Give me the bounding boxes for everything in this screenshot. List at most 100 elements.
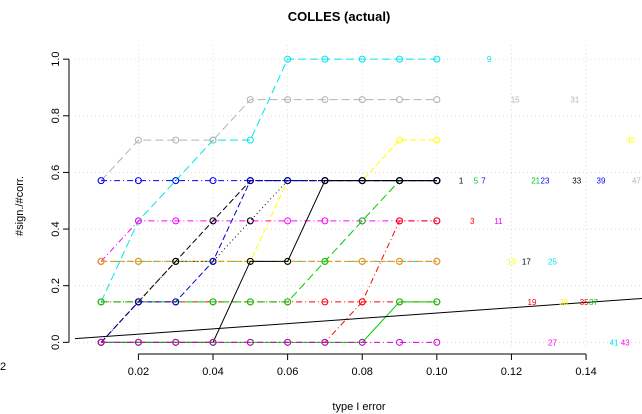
annotation-label: 9 bbox=[487, 55, 492, 64]
annotation-label: 31 bbox=[570, 96, 579, 105]
data-point bbox=[134, 298, 142, 306]
annotation-label: 35 bbox=[580, 298, 589, 307]
x-tick-label-cut: 2 bbox=[0, 361, 6, 373]
data-point bbox=[396, 257, 404, 265]
data-point bbox=[321, 298, 329, 306]
annotation-label: 15 bbox=[511, 96, 520, 105]
data-point bbox=[284, 338, 292, 346]
reference-line bbox=[74, 297, 642, 340]
chart-title: COLLES (actual) bbox=[288, 9, 391, 24]
series-line bbox=[100, 220, 437, 262]
data-point bbox=[246, 177, 254, 185]
annotation-label: 45 bbox=[626, 136, 635, 145]
annotation-label: 39 bbox=[597, 177, 606, 186]
data-point bbox=[246, 217, 254, 225]
y-tick-label: 1.0 bbox=[50, 52, 62, 67]
annotation-label: 13 bbox=[507, 257, 516, 266]
data-point bbox=[172, 177, 180, 185]
annotation-label: 19 bbox=[528, 298, 537, 307]
data-point bbox=[172, 298, 180, 306]
axes: 0.02 0.04 0.06 0.08 0.10 0.12 0.14 0.0 0.2 0.4 0.6… bbox=[50, 52, 597, 378]
annotation-label: 21 bbox=[531, 177, 540, 186]
data-point bbox=[172, 338, 180, 346]
data-point bbox=[97, 298, 105, 306]
data-point bbox=[433, 338, 441, 346]
annotation-label: 29 bbox=[559, 298, 568, 307]
data-point bbox=[433, 217, 441, 225]
data-point bbox=[321, 257, 329, 265]
data-point bbox=[209, 217, 217, 225]
x-tick-label: 0.10 bbox=[426, 366, 447, 378]
data-point bbox=[358, 96, 366, 104]
data-point bbox=[433, 96, 441, 104]
data-point bbox=[209, 177, 217, 185]
y-tick-label: 0.2 bbox=[50, 278, 62, 293]
data-point bbox=[134, 257, 142, 265]
data-point bbox=[321, 177, 329, 185]
data-point bbox=[358, 338, 366, 346]
annotation-label: 37 bbox=[589, 298, 598, 307]
data-point bbox=[134, 177, 142, 185]
data-point bbox=[246, 298, 254, 306]
data-point bbox=[358, 177, 366, 185]
x-tick-label: 0.02 bbox=[128, 366, 149, 378]
annotation-label: 27 bbox=[548, 338, 557, 347]
data-point bbox=[284, 96, 292, 104]
data-point bbox=[246, 136, 254, 144]
x-tick-label: 0.14 bbox=[575, 366, 596, 378]
y-tick-label: 0.8 bbox=[50, 108, 62, 123]
x-axis-label: type I error bbox=[332, 401, 386, 413]
x-tick-label: 0.08 bbox=[352, 366, 373, 378]
data-point bbox=[358, 217, 366, 225]
data-point bbox=[433, 55, 441, 63]
data-point bbox=[209, 136, 217, 144]
data-point bbox=[358, 298, 366, 306]
data-point bbox=[134, 338, 142, 346]
data-point bbox=[134, 136, 142, 144]
data-point bbox=[246, 96, 254, 104]
y-tick-label: 0.6 bbox=[50, 165, 62, 180]
data-point bbox=[396, 298, 404, 306]
data-point bbox=[134, 217, 142, 225]
series-line bbox=[100, 180, 437, 343]
data-point bbox=[246, 338, 254, 346]
data-point bbox=[284, 217, 292, 225]
annotation-label: 43 bbox=[621, 338, 630, 347]
annotation-label: 33 bbox=[572, 177, 581, 186]
annotation-label: 5 bbox=[474, 177, 479, 186]
annotation-label: 3 bbox=[470, 217, 475, 226]
grid bbox=[75, 45, 642, 348]
data-point bbox=[396, 96, 404, 104]
data-point bbox=[209, 298, 217, 306]
data-point bbox=[172, 217, 180, 225]
data-point bbox=[396, 55, 404, 63]
data-point bbox=[396, 136, 404, 144]
annotation-label: 41 bbox=[610, 338, 619, 347]
series-line bbox=[100, 58, 437, 303]
y-tick-label: 0.4 bbox=[50, 221, 62, 236]
data-point bbox=[358, 257, 366, 265]
data-point bbox=[396, 217, 404, 225]
data-point bbox=[396, 338, 404, 346]
data-point bbox=[433, 298, 441, 306]
data-point bbox=[209, 338, 217, 346]
annotation-label: 1 bbox=[459, 177, 464, 186]
data-point bbox=[209, 257, 217, 265]
data-point bbox=[284, 177, 292, 185]
annotation-label: 11 bbox=[494, 217, 503, 226]
data-point bbox=[396, 177, 404, 185]
y-tick-label: 0.0 bbox=[50, 335, 62, 350]
data-point bbox=[433, 257, 441, 265]
annotation-label: 17 bbox=[522, 257, 531, 266]
series-layer bbox=[74, 55, 642, 346]
data-point bbox=[284, 298, 292, 306]
annotation-label: 7 bbox=[481, 177, 486, 186]
x-tick-label: 0.12 bbox=[501, 366, 522, 378]
x-tick-label: 0.04 bbox=[202, 366, 223, 378]
series-line bbox=[100, 99, 437, 181]
data-point bbox=[433, 177, 441, 185]
data-point bbox=[172, 136, 180, 144]
data-point bbox=[246, 257, 254, 265]
